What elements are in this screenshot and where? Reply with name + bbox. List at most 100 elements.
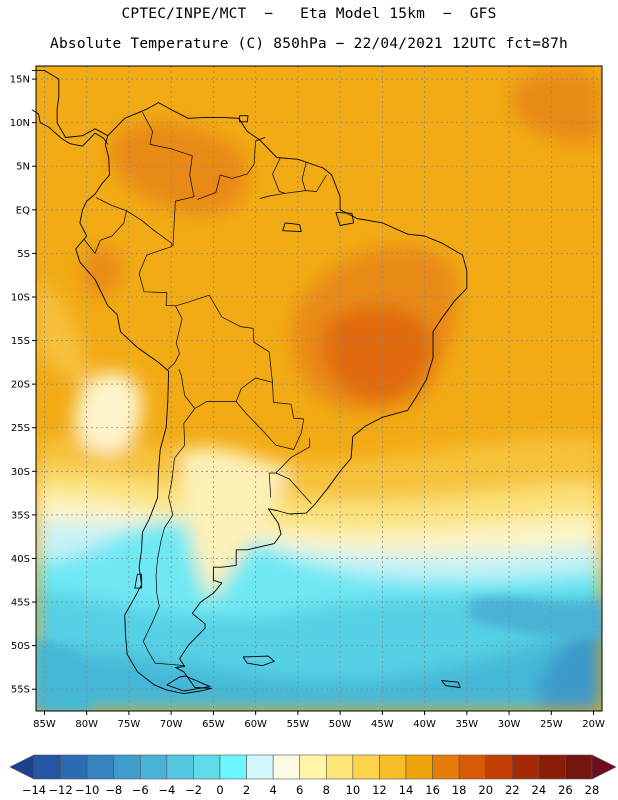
- colorbar-label: 10: [346, 783, 361, 797]
- country-border: [253, 137, 266, 165]
- colorbar-label: 18: [452, 783, 467, 797]
- colorbar-label: 8: [323, 783, 330, 797]
- colorbar-box: [511, 754, 540, 780]
- latitude-axis: 15N 10N 5N EQ 5S 10S 15S 20S 25S 30S 35S 40S 45S 50S 5…: [10, 75, 36, 696]
- colorbar-label: 28: [585, 783, 600, 797]
- island: [282, 222, 302, 233]
- lon-tick-label: 40W: [413, 719, 436, 730]
- colorbar: −14 −12 −10 −8 −6 −4 −2 0 2 4 6 8 10 12 14 16 18 20 22 24 26…: [9, 754, 617, 797]
- country-border: [142, 112, 195, 247]
- lon-tick-label: 30W: [498, 719, 521, 730]
- colorbar-box: [299, 754, 327, 780]
- lon-tick-label: 55W: [287, 719, 310, 730]
- colorbar-box: [219, 754, 247, 780]
- colorbar-box: [139, 754, 168, 780]
- colorbar-box: [33, 754, 61, 780]
- map-frame: [35, 65, 603, 712]
- island: [242, 655, 275, 667]
- colorbar-box: [379, 754, 407, 780]
- colorbar-label: 6: [296, 783, 303, 797]
- colorbar-box: [86, 754, 115, 780]
- colorbar-min-arrow: [9, 754, 35, 780]
- country-border: [272, 158, 286, 194]
- lat-tick-label: 5N: [16, 162, 30, 173]
- colorbar-box: [538, 754, 566, 780]
- colorbar-label: −4: [158, 783, 175, 797]
- lat-tick-label: 30S: [11, 467, 30, 478]
- country-border: [176, 294, 273, 409]
- colorbar-label: −8: [105, 783, 122, 797]
- lat-tick-label: 40S: [11, 554, 30, 565]
- lat-tick-label: 10N: [10, 118, 30, 129]
- lat-tick-label: 10S: [11, 292, 30, 303]
- lon-tick-label: 35W: [456, 719, 479, 730]
- island: [441, 680, 461, 688]
- lat-tick-label: 25S: [11, 423, 30, 434]
- lat-tick-label: 45S: [11, 598, 30, 609]
- colorbar-box: [432, 754, 460, 780]
- country-border: [259, 174, 327, 199]
- colorbar-box: [458, 754, 487, 780]
- colorbar-label: −6: [132, 783, 149, 797]
- country-border: [235, 382, 305, 450]
- lat-tick-label: 35S: [11, 510, 30, 521]
- colorbar-label: 2: [243, 783, 250, 797]
- lat-tick-label: 55S: [11, 685, 30, 696]
- colorbar-box: [565, 754, 593, 780]
- colorbar-label: 0: [216, 783, 223, 797]
- lon-tick-label: 60W: [244, 719, 267, 730]
- colorbar-box: [60, 754, 88, 780]
- island: [166, 675, 211, 692]
- country-border: [142, 408, 196, 667]
- colorbar-label: 12: [372, 783, 387, 797]
- lon-tick-label: 50W: [329, 719, 352, 730]
- temperature-field: [36, 66, 602, 711]
- colorbar-label: 20: [478, 783, 493, 797]
- colorbar-box: [272, 754, 301, 780]
- graticule: [36, 66, 602, 711]
- colorbar-label: 24: [532, 783, 547, 797]
- colorbar-box: [193, 754, 221, 780]
- lat-tick-label: 50S: [11, 641, 30, 652]
- central-america-coast: [31, 69, 109, 138]
- island: [134, 573, 143, 589]
- colorbar-box: [352, 754, 380, 780]
- longitude-axis: 85W 80W 75W 70W 65W 60W 55W 50W 45W 40W 35W 30W 25W 2…: [33, 711, 605, 730]
- island: [335, 211, 355, 226]
- country-border: [83, 197, 127, 254]
- colorbar-box: [325, 754, 354, 780]
- colorbar-label: −14: [22, 783, 46, 797]
- colorbar-label: −2: [185, 783, 202, 797]
- lat-tick-label: EQ: [16, 205, 30, 216]
- colorbar-box: [166, 754, 194, 780]
- country-border: [197, 164, 255, 200]
- lon-tick-label: 25W: [540, 719, 563, 730]
- lon-tick-label: 65W: [202, 719, 225, 730]
- colorbar-box: [113, 754, 141, 780]
- island: [239, 115, 249, 123]
- colorbar-box: [405, 754, 433, 780]
- colorbar-label: 26: [558, 783, 573, 797]
- lon-tick-label: 20W: [582, 719, 605, 730]
- lon-tick-label: 85W: [33, 719, 56, 730]
- colorbar-max-arrow: [591, 754, 617, 780]
- country-border: [301, 161, 307, 191]
- central-america-coast: [31, 109, 109, 147]
- colorbar-label: 14: [399, 783, 414, 797]
- colorbar-box: [246, 754, 274, 780]
- coastline: [75, 102, 468, 695]
- coastlines-and-borders: [31, 69, 468, 695]
- lat-tick-label: 20S: [11, 380, 30, 391]
- country-border: [126, 210, 183, 370]
- colorbar-box: [485, 754, 513, 780]
- lat-tick-label: 15N: [10, 75, 30, 86]
- country-border: [268, 472, 276, 498]
- colorbar-label: −10: [75, 783, 99, 797]
- lat-tick-label: 5S: [17, 249, 30, 260]
- colorbar-label: 22: [505, 783, 520, 797]
- lon-tick-label: 80W: [75, 719, 98, 730]
- lon-tick-label: 45W: [371, 719, 394, 730]
- chart-title: CPTEC/INPE/MCT − Eta Model 15km − GFS: [121, 6, 497, 22]
- colorbar-label: 4: [269, 783, 276, 797]
